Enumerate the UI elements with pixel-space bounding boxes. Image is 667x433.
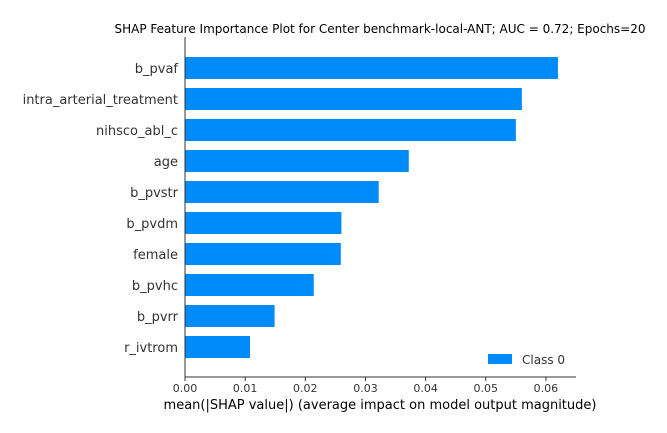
x-tick-label: 0.03: [353, 382, 378, 395]
bar-b_pvrr: [185, 305, 275, 327]
bar-b_pvaf: [185, 57, 558, 79]
bar-age: [185, 150, 409, 172]
category-labels: b_pvaf intra_arterial_treatment nihsco_abl…: [23, 62, 179, 356]
category-label: r_ivtrom: [124, 341, 178, 356]
category-label: b_pvhc: [132, 279, 178, 294]
bar-intra_arterial_treatment: [185, 88, 522, 110]
bar-b_pvhc: [185, 274, 314, 296]
x-tick-label: 0.01: [233, 382, 258, 395]
legend-swatch: [488, 354, 512, 364]
x-ticks: 0.00 0.01 0.02 0.03 0.04 0.05 0.06: [173, 377, 558, 395]
legend-label: Class 0: [522, 353, 565, 367]
category-label: age: [154, 155, 178, 170]
x-tick-label: 0.00: [173, 382, 198, 395]
bar-b_pvstr: [185, 181, 379, 203]
x-axis-label: mean(|SHAP value|) (average impact on mo…: [164, 398, 597, 413]
bars-group: [185, 57, 558, 358]
legend: Class 0: [488, 353, 565, 367]
chart-title: SHAP Feature Importance Plot for Center …: [114, 22, 645, 36]
x-tick-label: 0.04: [413, 382, 438, 395]
x-tick-label: 0.06: [534, 382, 559, 395]
category-label: intra_arterial_treatment: [23, 93, 178, 108]
category-label: nihsco_abl_c: [96, 124, 178, 139]
x-tick-label: 0.02: [293, 382, 318, 395]
bar-b_pvdm: [185, 212, 342, 234]
category-label: b_pvdm: [126, 217, 178, 232]
category-label: female: [133, 248, 178, 263]
category-label: b_pvrr: [137, 310, 179, 325]
category-label: b_pvstr: [130, 186, 179, 201]
x-tick-label: 0.05: [474, 382, 499, 395]
bar-female: [185, 243, 341, 265]
category-label: b_pvaf: [135, 62, 179, 77]
bar-r_ivtrom: [185, 336, 250, 358]
bar-nihsco_abl_c: [185, 119, 516, 141]
